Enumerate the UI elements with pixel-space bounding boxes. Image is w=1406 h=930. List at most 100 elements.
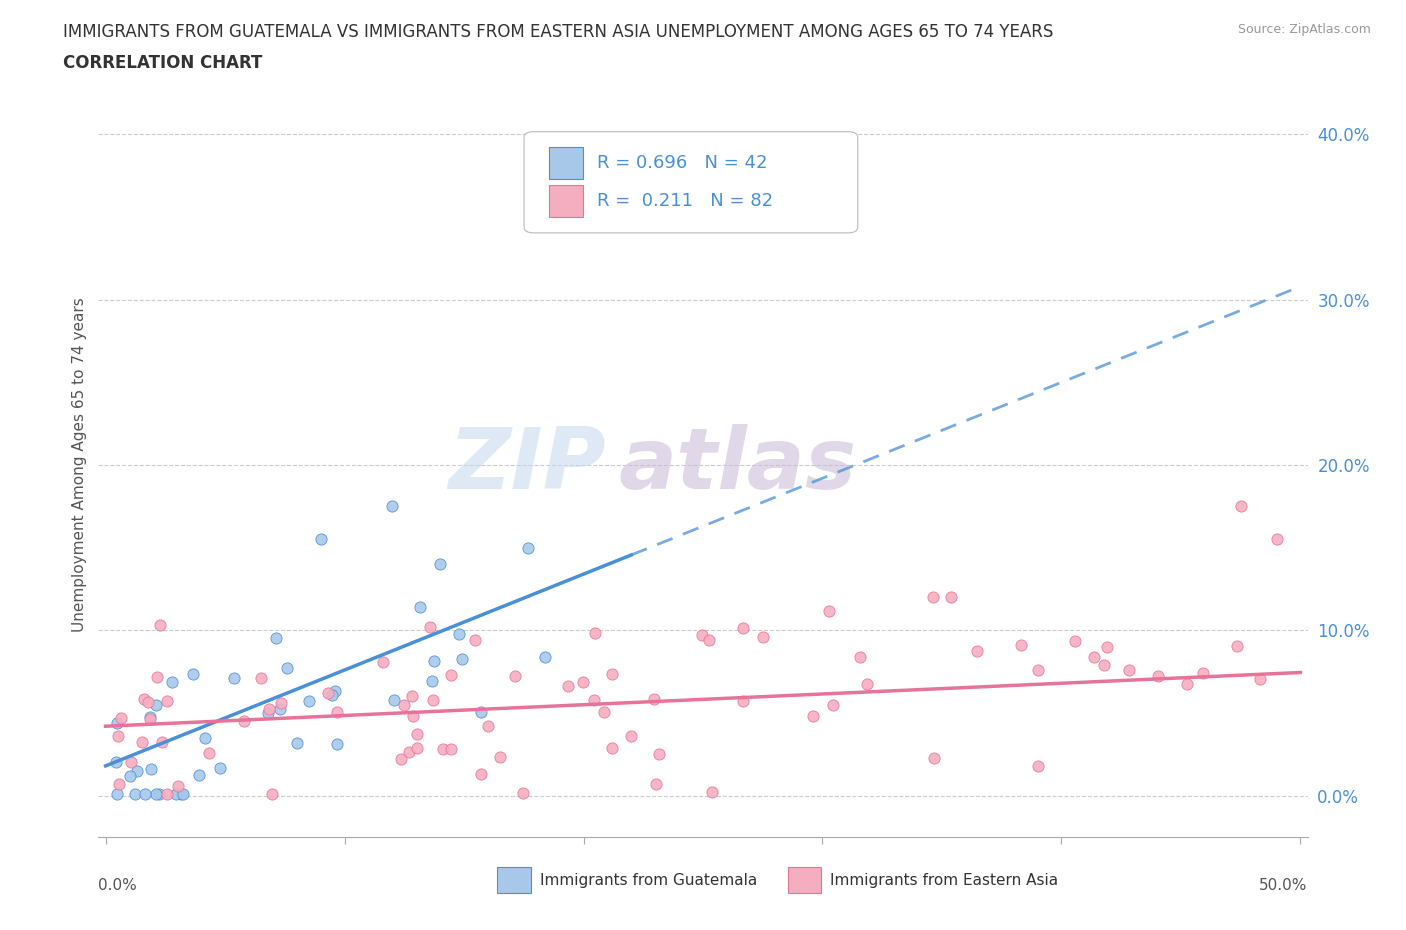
- Point: [156, 694, 179, 709]
- Point: [648, 747, 671, 762]
- Point: [181, 667, 204, 682]
- Point: [470, 705, 492, 720]
- Point: [188, 768, 211, 783]
- Point: [432, 742, 454, 757]
- Point: [148, 787, 170, 802]
- Point: [1083, 650, 1105, 665]
- Point: [166, 778, 188, 793]
- Point: [381, 498, 404, 513]
- Point: [138, 711, 160, 726]
- Point: [276, 660, 298, 675]
- Point: [1191, 666, 1213, 681]
- Point: [150, 734, 173, 749]
- Point: [533, 650, 555, 665]
- Point: [125, 764, 148, 778]
- Point: [139, 710, 162, 724]
- Point: [257, 701, 280, 716]
- FancyBboxPatch shape: [524, 132, 858, 232]
- Point: [398, 744, 420, 759]
- Point: [477, 719, 499, 734]
- Point: [392, 698, 415, 713]
- Point: [489, 750, 512, 764]
- Text: Source: ZipAtlas.com: Source: ZipAtlas.com: [1237, 23, 1371, 36]
- Point: [371, 655, 394, 670]
- Text: R =  0.211   N = 82: R = 0.211 N = 82: [596, 192, 773, 210]
- Point: [1064, 633, 1087, 648]
- Point: [132, 691, 155, 706]
- Point: [285, 736, 308, 751]
- Point: [420, 673, 443, 688]
- Point: [690, 627, 713, 642]
- Text: Immigrants from Guatemala: Immigrants from Guatemala: [540, 872, 756, 887]
- Point: [326, 737, 349, 751]
- Point: [440, 668, 463, 683]
- Point: [699, 632, 721, 647]
- Point: [731, 694, 754, 709]
- Point: [1265, 532, 1288, 547]
- Point: [1010, 637, 1032, 652]
- Point: [172, 787, 194, 802]
- Point: [422, 654, 444, 669]
- Point: [260, 787, 283, 802]
- Point: [326, 704, 349, 719]
- Point: [110, 711, 132, 725]
- Point: [170, 787, 193, 802]
- Point: [583, 626, 606, 641]
- Point: [382, 693, 405, 708]
- Point: [450, 651, 472, 666]
- Point: [118, 769, 141, 784]
- Point: [429, 557, 451, 572]
- Point: [1249, 671, 1271, 686]
- Point: [131, 734, 153, 749]
- Text: 50.0%: 50.0%: [1260, 878, 1308, 893]
- Point: [156, 787, 179, 802]
- Point: [582, 693, 605, 708]
- Point: [600, 667, 623, 682]
- Text: CORRELATION CHART: CORRELATION CHART: [63, 54, 263, 72]
- Point: [323, 684, 346, 698]
- Point: [134, 787, 156, 802]
- Point: [309, 532, 332, 547]
- Point: [600, 740, 623, 755]
- Text: Immigrants from Eastern Asia: Immigrants from Eastern Asia: [830, 872, 1059, 887]
- Point: [145, 787, 167, 802]
- Point: [856, 677, 879, 692]
- Point: [198, 745, 221, 760]
- Point: [1175, 677, 1198, 692]
- Point: [447, 626, 470, 641]
- Point: [105, 787, 128, 802]
- Point: [503, 669, 526, 684]
- Point: [107, 729, 129, 744]
- Point: [136, 695, 159, 710]
- Point: [517, 541, 540, 556]
- Point: [801, 709, 824, 724]
- Point: [422, 693, 444, 708]
- Point: [464, 632, 486, 647]
- Point: [1092, 658, 1115, 672]
- Point: [939, 590, 962, 604]
- Point: [922, 751, 945, 765]
- Point: [401, 689, 423, 704]
- Point: [145, 698, 167, 712]
- Point: [1229, 498, 1251, 513]
- Text: atlas: atlas: [619, 423, 856, 507]
- Text: 0.0%: 0.0%: [98, 878, 138, 893]
- Point: [249, 671, 271, 685]
- Point: [1118, 663, 1140, 678]
- Point: [419, 619, 441, 634]
- Bar: [550, 147, 583, 179]
- Point: [406, 726, 429, 741]
- Bar: [787, 867, 821, 893]
- Text: IMMIGRANTS FROM GUATEMALA VS IMMIGRANTS FROM EASTERN ASIA UNEMPLOYMENT AMONG AGE: IMMIGRANTS FROM GUATEMALA VS IMMIGRANTS …: [63, 23, 1053, 41]
- Point: [921, 590, 943, 604]
- Point: [257, 706, 280, 721]
- Bar: [498, 867, 531, 893]
- Point: [849, 650, 872, 665]
- Point: [209, 761, 232, 776]
- Point: [1147, 669, 1170, 684]
- Point: [408, 599, 430, 614]
- Point: [751, 630, 773, 644]
- Point: [233, 714, 256, 729]
- Point: [165, 787, 187, 802]
- Point: [108, 777, 131, 791]
